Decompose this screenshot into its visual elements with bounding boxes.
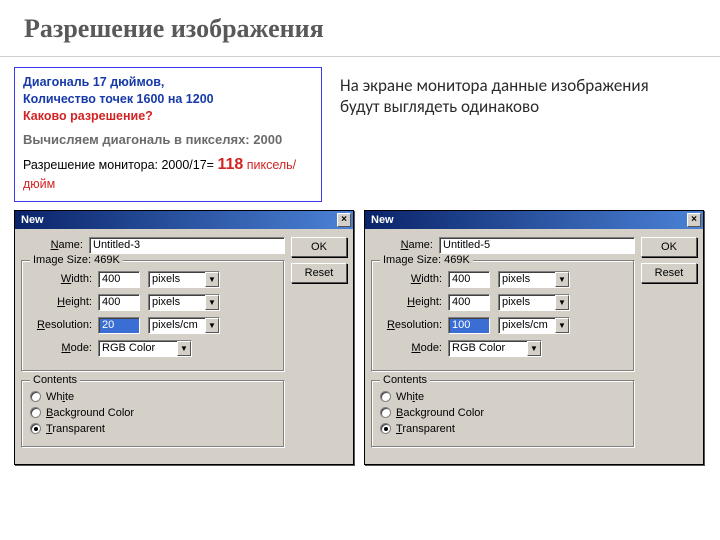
titlebar[interactable]: New × [365, 211, 703, 229]
radio-icon [30, 423, 41, 434]
radio-transparent[interactable]: Transparent [30, 423, 276, 435]
width-label: Width: [30, 273, 98, 285]
width-unit-value: pixels [499, 273, 555, 285]
contents-legend: Contents [380, 374, 430, 386]
dialog-row: New × Name: Image Size: 469K Width: pixe… [0, 210, 720, 465]
radio-bg[interactable]: Background Color [380, 407, 626, 419]
width-input[interactable] [448, 271, 490, 288]
mode-value: RGB Color [449, 342, 527, 354]
radio-icon [380, 407, 391, 418]
name-input[interactable] [439, 237, 635, 254]
reset-button[interactable]: Reset [291, 263, 347, 283]
radio-white-label: White [46, 391, 74, 403]
resolution-unit-value: pixels/cm [499, 319, 555, 331]
resolution-unit-select[interactable]: pixels/cm ▼ [148, 317, 220, 334]
page-title: Разрешение изображения [0, 0, 720, 50]
radio-bg-label: Background Color [46, 407, 134, 419]
radio-white[interactable]: White [380, 391, 626, 403]
new-dialog-2: New × Name: Image Size: 469K Width: pixe… [364, 210, 704, 465]
ok-button[interactable]: OK [641, 237, 697, 257]
mode-label: Mode: [380, 342, 448, 354]
resolution-input[interactable] [98, 317, 140, 334]
close-icon[interactable]: × [337, 213, 351, 227]
resolution-unit-value: pixels/cm [149, 319, 205, 331]
chevron-down-icon: ▼ [205, 318, 219, 333]
contents-group: Contents White Background Color Transpar… [21, 380, 285, 448]
title-text: New [371, 214, 394, 226]
chevron-down-icon: ▼ [205, 295, 219, 310]
chevron-down-icon: ▼ [555, 295, 569, 310]
radio-icon [30, 391, 41, 402]
height-unit-value: pixels [499, 296, 555, 308]
resolution-input[interactable] [448, 317, 490, 334]
info-result: Разрешение монитора: 2000/17= 118 пиксел… [23, 154, 313, 192]
radio-white[interactable]: White [30, 391, 276, 403]
name-input[interactable] [89, 237, 285, 254]
radio-bg[interactable]: Background Color [30, 407, 276, 419]
radio-white-label: White [396, 391, 424, 403]
info-line-1: Диагональ 17 дюймов, [23, 74, 313, 91]
height-label: Height: [380, 296, 448, 308]
radio-transparent[interactable]: Transparent [380, 423, 626, 435]
result-value: 118 [217, 156, 243, 173]
ok-button[interactable]: OK [291, 237, 347, 257]
chevron-down-icon: ▼ [527, 341, 541, 356]
info-calc: Вычисляем диагональ в пикселях: 2000 [23, 131, 313, 149]
radio-trans-label: Transparent [46, 423, 105, 435]
mode-select[interactable]: RGB Color ▼ [448, 340, 542, 357]
result-prefix: Разрешение монитора: 2000/17= [23, 158, 217, 172]
image-size-group: Image Size: 469K Width: pixels ▼ Height: [21, 260, 285, 372]
width-input[interactable] [98, 271, 140, 288]
contents-group: Contents White Background Color Transpar… [371, 380, 635, 448]
side-text: На экране монитора данные изображения бу… [340, 67, 660, 118]
radio-trans-label: Transparent [396, 423, 455, 435]
info-box: Диагональ 17 дюймов, Количество точек 16… [14, 67, 322, 202]
height-unit-value: pixels [149, 296, 205, 308]
contents-legend: Contents [30, 374, 80, 386]
height-unit-select[interactable]: pixels ▼ [498, 294, 570, 311]
title-text: New [21, 214, 44, 226]
radio-icon [380, 423, 391, 434]
resolution-label: Resolution: [30, 319, 98, 331]
divider [0, 56, 720, 57]
resolution-unit-select[interactable]: pixels/cm ▼ [498, 317, 570, 334]
height-input[interactable] [98, 294, 140, 311]
info-line-2: Количество точек 1600 на 1200 [23, 91, 313, 108]
height-label: Height: [30, 296, 98, 308]
chevron-down-icon: ▼ [205, 272, 219, 287]
height-unit-select[interactable]: pixels ▼ [148, 294, 220, 311]
mode-value: RGB Color [99, 342, 177, 354]
width-label: Width: [380, 273, 448, 285]
info-question: Каково разрешение? [23, 108, 313, 125]
radio-bg-label: Background Color [396, 407, 484, 419]
mode-label: Mode: [30, 342, 98, 354]
top-row: Диагональ 17 дюймов, Количество точек 16… [0, 67, 720, 210]
reset-button[interactable]: Reset [641, 263, 697, 283]
image-size-group: Image Size: 469K Width: pixels ▼ Height: [371, 260, 635, 372]
chevron-down-icon: ▼ [555, 272, 569, 287]
close-icon[interactable]: × [687, 213, 701, 227]
titlebar[interactable]: New × [15, 211, 353, 229]
height-input[interactable] [448, 294, 490, 311]
width-unit-select[interactable]: pixels ▼ [148, 271, 220, 288]
chevron-down-icon: ▼ [177, 341, 191, 356]
radio-icon [30, 407, 41, 418]
mode-select[interactable]: RGB Color ▼ [98, 340, 192, 357]
width-unit-select[interactable]: pixels ▼ [498, 271, 570, 288]
name-label: Name: [371, 239, 439, 251]
chevron-down-icon: ▼ [555, 318, 569, 333]
name-label: Name: [21, 239, 89, 251]
resolution-label: Resolution: [380, 319, 448, 331]
new-dialog-1: New × Name: Image Size: 469K Width: pixe… [14, 210, 354, 465]
image-size-legend: Image Size: 469K [30, 254, 123, 266]
radio-icon [380, 391, 391, 402]
width-unit-value: pixels [149, 273, 205, 285]
image-size-legend: Image Size: 469K [380, 254, 473, 266]
